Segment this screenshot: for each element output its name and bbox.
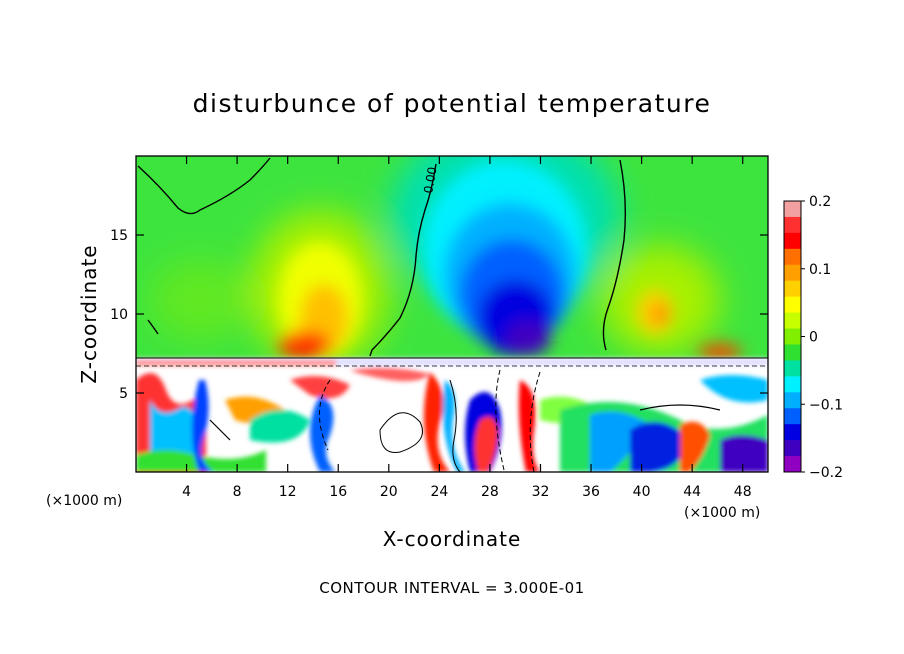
y-axis-ticks: 5 10 15 — [110, 228, 768, 402]
colorbar-swatch — [784, 216, 801, 234]
y-tick-label: 5 — [119, 386, 128, 402]
x-tick-label: 36 — [582, 484, 600, 500]
colorbar-tick-label: 0.1 — [809, 262, 831, 278]
colorbar-swatch — [784, 248, 801, 266]
x-tick-label: 40 — [633, 484, 651, 500]
x-tick-label: 16 — [329, 484, 347, 500]
contour-interval-note: CONTOUR INTERVAL = 3.000E-01 — [319, 579, 584, 597]
chart-title: disturbunce of potential temperature — [193, 89, 712, 118]
x-tick-label: 20 — [380, 484, 398, 500]
colorbar-swatch — [784, 296, 801, 314]
colorbar-swatch — [784, 408, 801, 425]
x-tick-label: 24 — [430, 484, 448, 500]
colorbar-swatch — [784, 344, 801, 361]
colorbar-swatch — [784, 376, 801, 393]
x-tick-label: 4 — [182, 484, 191, 500]
colorbar-swatch — [784, 264, 801, 282]
x-axis-label: X-coordinate — [383, 527, 522, 551]
x-unit-right: (×1000 m) — [684, 505, 760, 521]
x-tick-label: 44 — [683, 484, 701, 500]
colorbar-swatch — [784, 456, 801, 473]
colorbar-swatch — [784, 280, 801, 298]
x-tick-label: 12 — [279, 484, 297, 500]
colorbar-tick-label: 0 — [809, 330, 818, 346]
colorbar-swatch — [784, 360, 801, 377]
contour-label-zero: 0.00 — [421, 166, 439, 195]
colorbar-swatch — [784, 232, 801, 250]
colorbar-tick-label: −0.1 — [809, 397, 843, 413]
colorbar-swatch — [784, 440, 801, 457]
colorbar-swatch — [784, 392, 801, 409]
colorbar-swatch — [784, 201, 801, 218]
colorbar-swatch — [784, 328, 801, 345]
colorbar-tick-label: −0.2 — [809, 465, 843, 481]
contour-lines — [136, 157, 768, 472]
y-axis-label: Z-coordinate — [77, 244, 101, 383]
x-tick-label: 48 — [734, 484, 752, 500]
colorbar: 0.2 0.1 0 −0.1 −0.2 — [783, 194, 843, 481]
x-tick-label: 28 — [481, 484, 499, 500]
x-tick-label: 32 — [532, 484, 550, 500]
y-tick-label: 15 — [110, 228, 128, 244]
colorbar-swatch — [784, 424, 801, 441]
x-tick-label: 8 — [233, 484, 242, 500]
x-axis-ticks: 4 8 12 16 20 24 28 32 36 40 44 48 — [182, 156, 752, 500]
colorbar-swatch — [784, 312, 801, 330]
colorbar-tick-label: 0.2 — [809, 194, 831, 210]
x-unit-left: (×1000 m) — [46, 493, 122, 509]
y-tick-label: 10 — [110, 307, 128, 323]
heatmap-field — [136, 156, 768, 472]
